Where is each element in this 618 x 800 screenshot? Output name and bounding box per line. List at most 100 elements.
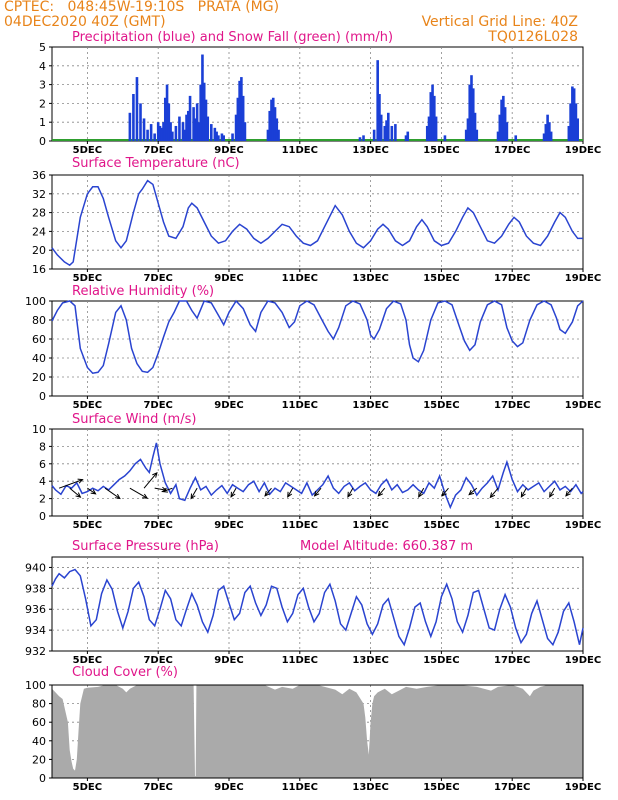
x-tick-label: 19DEC bbox=[565, 520, 601, 531]
wind-arrow bbox=[418, 487, 425, 498]
precip-bar bbox=[231, 133, 234, 141]
wind-arrow bbox=[549, 487, 556, 498]
precip-bar bbox=[544, 124, 548, 141]
y-tick-label: 40 bbox=[32, 735, 46, 748]
y-tick-label: 936 bbox=[25, 603, 46, 616]
wind-arrow bbox=[441, 487, 449, 497]
y-tick-label: 20 bbox=[32, 371, 46, 384]
precip-bar bbox=[195, 103, 199, 141]
precip-bar bbox=[394, 124, 397, 141]
precip-bar bbox=[514, 135, 518, 141]
x-tick-label: 7DEC bbox=[143, 273, 172, 284]
wind-arrow-head bbox=[161, 487, 168, 493]
precip-bar bbox=[238, 80, 241, 141]
wind-arrow-head bbox=[377, 490, 384, 497]
x-tick-label: 15DEC bbox=[423, 520, 459, 531]
precip-bar bbox=[201, 54, 204, 141]
precip-bar bbox=[243, 122, 247, 141]
x-tick-label: 19DEC bbox=[565, 400, 601, 411]
x-tick-label: 5DEC bbox=[73, 400, 102, 411]
y-tick-label: 60 bbox=[32, 716, 46, 729]
cloud-title: Cloud Cover (%) bbox=[72, 665, 178, 680]
x-tick-label: 9DEC bbox=[214, 520, 243, 531]
precip-bar bbox=[404, 135, 408, 141]
precip-bar bbox=[160, 127, 164, 141]
precip-bar bbox=[502, 95, 505, 141]
wind-arrow bbox=[377, 487, 386, 497]
precip-bar bbox=[466, 118, 470, 141]
wind-arrow bbox=[230, 487, 237, 498]
wind-arrow-head bbox=[264, 490, 270, 497]
y-tick-label: 20 bbox=[32, 753, 46, 766]
wind-arrow-shaft bbox=[58, 479, 83, 489]
x-tick-label: 15DEC bbox=[423, 400, 459, 411]
wind-arrow-head bbox=[313, 490, 320, 497]
precip-bar bbox=[470, 75, 473, 141]
precip-bar bbox=[425, 125, 429, 141]
wind-arrow-head bbox=[77, 478, 84, 484]
precip-bar bbox=[406, 131, 410, 141]
x-tick-label: 17DEC bbox=[494, 400, 530, 411]
y-tick-label: 40 bbox=[32, 352, 46, 365]
wind-arrow-shaft bbox=[377, 487, 386, 497]
pressure-altitude: Model Altitude: 660.387 m bbox=[300, 539, 474, 554]
precip-bar bbox=[567, 125, 571, 141]
precip-bar bbox=[183, 129, 187, 141]
precip-title: Precipitation (blue) and Snow Fall (gree… bbox=[72, 30, 394, 45]
precip-bar bbox=[139, 103, 142, 141]
x-tick-label: 5DEC bbox=[73, 145, 102, 156]
wind-arrow-head bbox=[347, 491, 353, 498]
y-tick-label: 2 bbox=[39, 97, 46, 110]
x-tick-label: 5DEC bbox=[73, 655, 102, 666]
wind-arrow bbox=[143, 471, 158, 489]
wind-arrow bbox=[161, 487, 173, 493]
precip-bar bbox=[372, 129, 376, 141]
x-tick-label: 15DEC bbox=[423, 273, 459, 284]
precip-bar bbox=[498, 114, 502, 141]
precip-bar bbox=[574, 103, 578, 141]
x-tick-label: 17DEC bbox=[494, 782, 530, 793]
x-tick-label: 5DEC bbox=[73, 273, 102, 284]
y-tick-label: 3 bbox=[39, 79, 46, 92]
precip-bar bbox=[273, 107, 277, 141]
x-tick-label: 13DEC bbox=[352, 400, 388, 411]
y-tick-label: 938 bbox=[25, 582, 46, 595]
x-tick-label: 7DEC bbox=[143, 782, 172, 793]
wind-arrow-shaft bbox=[549, 487, 556, 498]
precip-bar bbox=[542, 133, 546, 141]
precip-bar bbox=[271, 97, 275, 141]
y-tick-label: 80 bbox=[32, 698, 46, 711]
x-tick-label: 13DEC bbox=[352, 655, 388, 666]
x-tick-label: 15DEC bbox=[423, 655, 459, 666]
precip-bar bbox=[379, 114, 383, 141]
y-tick-label: 6 bbox=[39, 458, 46, 471]
x-tick-label: 19DEC bbox=[565, 273, 601, 284]
x-tick-label: 7DEC bbox=[143, 655, 172, 666]
wind-arrow-shaft bbox=[143, 472, 158, 489]
precip-bar bbox=[473, 112, 477, 141]
precip-bar bbox=[427, 116, 431, 141]
precip-bar bbox=[385, 120, 388, 141]
y-tick-label: 2 bbox=[39, 493, 46, 506]
precip-bar bbox=[158, 125, 162, 141]
y-tick-label: 940 bbox=[25, 561, 46, 574]
temp-title: Surface Temperature (nC) bbox=[72, 156, 240, 171]
x-tick-label: 15DEC bbox=[423, 782, 459, 793]
precip-bar bbox=[378, 94, 381, 141]
precip-bar bbox=[241, 95, 245, 141]
y-tick-label: 0 bbox=[39, 510, 46, 523]
precip-bar bbox=[503, 107, 507, 141]
x-tick-label: 17DEC bbox=[494, 273, 530, 284]
precip-bar bbox=[213, 127, 217, 141]
x-tick-label: 11DEC bbox=[282, 655, 318, 666]
precip-bar bbox=[204, 99, 208, 141]
precip-bar bbox=[500, 99, 503, 141]
series-line bbox=[51, 442, 584, 510]
precip-bar bbox=[429, 92, 433, 141]
x-tick-label: 19DEC bbox=[565, 782, 601, 793]
x-tick-label: 11DEC bbox=[282, 520, 318, 531]
wind-title: Surface Wind (m/s) bbox=[72, 412, 197, 427]
precip-bar bbox=[217, 135, 220, 141]
panel-frame bbox=[51, 556, 584, 652]
x-tick-label: 5DEC bbox=[73, 520, 102, 531]
